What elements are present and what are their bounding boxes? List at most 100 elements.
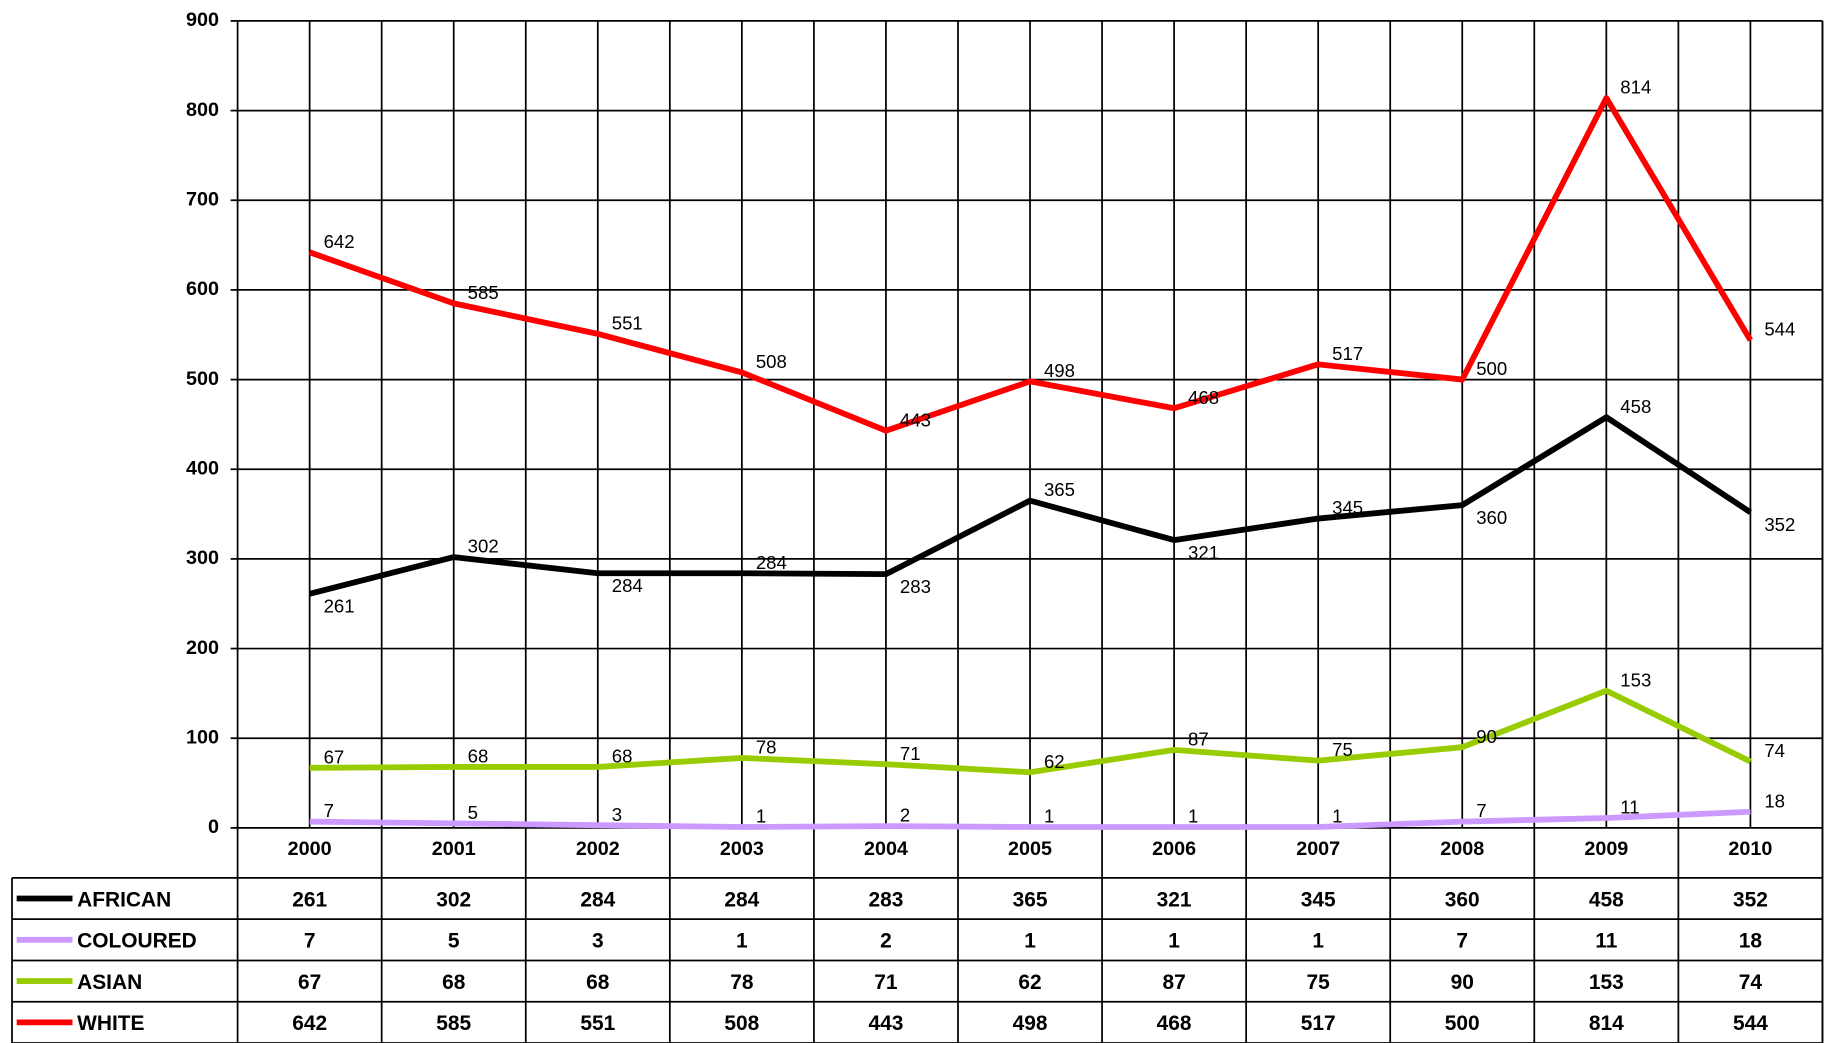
data-label: 68: [612, 746, 633, 767]
table-cell: 67: [298, 971, 321, 994]
table-cell: 360: [1445, 888, 1480, 911]
legend-label: COLOURED: [77, 930, 197, 953]
data-label: 1: [1188, 806, 1198, 827]
data-label: 302: [468, 536, 499, 557]
table-cell: 87: [1162, 971, 1185, 994]
x-tick-label: 2007: [1296, 838, 1340, 860]
data-label: 283: [900, 576, 931, 597]
table-cell: 261: [292, 888, 327, 911]
x-tick-label: 2003: [720, 838, 764, 860]
series-line: [308, 95, 1753, 434]
data-label: 62: [1044, 751, 1065, 772]
x-tick-label: 2001: [432, 838, 476, 860]
data-label: 11: [1620, 797, 1639, 818]
data-label: 284: [756, 552, 787, 573]
table-cell: 443: [868, 1012, 903, 1035]
data-label: 1: [756, 806, 766, 827]
table-cell: 642: [292, 1012, 327, 1035]
table-cell: 458: [1589, 888, 1624, 911]
x-tick-label: 2006: [1152, 838, 1196, 860]
data-label: 284: [612, 575, 643, 596]
x-tick-label: 2005: [1008, 838, 1052, 860]
data-label: 1: [1044, 806, 1054, 827]
table-cell: 345: [1301, 888, 1336, 911]
data-label: 321: [1188, 542, 1219, 563]
table-cell: 321: [1157, 888, 1192, 911]
data-label: 443: [900, 409, 931, 430]
table-cell: 153: [1589, 971, 1624, 994]
table-cell: 283: [868, 888, 903, 911]
data-label: 5: [468, 802, 478, 823]
data-label: 468: [1188, 387, 1219, 408]
table-cell: 585: [436, 1012, 471, 1035]
data-label: 1: [1332, 806, 1342, 827]
data-label: 3: [612, 804, 622, 825]
legend-label: WHITE: [77, 1012, 144, 1035]
data-label: 78: [756, 737, 777, 758]
table-cell: 352: [1733, 888, 1768, 911]
table-cell: 498: [1013, 1012, 1048, 1035]
data-label: 551: [612, 312, 643, 333]
y-tick-label: 600: [186, 278, 219, 300]
x-tick-label: 2008: [1440, 838, 1484, 860]
y-tick-label: 0: [208, 816, 219, 838]
data-label: 87: [1188, 728, 1209, 749]
data-label: 71: [900, 743, 921, 764]
table-cell: 7: [304, 930, 316, 953]
data-label: 7: [324, 800, 334, 821]
data-label: 500: [1476, 358, 1507, 379]
data-label: 365: [1044, 479, 1075, 500]
table-cell: 7: [1456, 930, 1468, 953]
x-tick-label: 2000: [288, 838, 332, 860]
table-cell: 68: [586, 971, 609, 994]
data-label: 68: [468, 746, 489, 767]
table-cell: 517: [1301, 1012, 1336, 1035]
y-tick-label: 100: [186, 726, 219, 748]
y-tick-label: 900: [186, 9, 219, 31]
data-label: 18: [1764, 790, 1785, 811]
x-tick-label: 2009: [1584, 838, 1628, 860]
table-cell: 5: [448, 930, 460, 953]
y-tick-label: 700: [186, 188, 219, 210]
table-cell: 544: [1733, 1012, 1768, 1035]
table-cell: 90: [1451, 971, 1474, 994]
data-label: 75: [1332, 739, 1353, 760]
data-label: 585: [468, 282, 499, 303]
legend-label: AFRICAN: [77, 888, 171, 911]
table-cell: 78: [730, 971, 753, 994]
table-cell: 1: [736, 930, 748, 953]
table-cell: 500: [1445, 1012, 1480, 1035]
series-line: [309, 808, 1751, 830]
data-label: 642: [324, 231, 355, 252]
y-tick-label: 500: [186, 368, 219, 390]
y-tick-label: 400: [186, 457, 219, 479]
data-label: 498: [1044, 360, 1075, 381]
table-cell: 2: [880, 930, 892, 953]
data-label: 352: [1764, 514, 1795, 535]
y-tick-label: 200: [186, 637, 219, 659]
data-label: 345: [1332, 497, 1363, 518]
table-cell: 508: [724, 1012, 759, 1035]
table-cell: 468: [1157, 1012, 1192, 1035]
x-tick-label: 2002: [576, 838, 620, 860]
table-cell: 284: [580, 888, 615, 911]
y-tick-label: 800: [186, 99, 219, 121]
table-cell: 302: [436, 888, 471, 911]
data-label: 458: [1620, 396, 1651, 417]
table-cell: 284: [724, 888, 759, 911]
legend-label: ASIAN: [77, 971, 142, 994]
data-label: 74: [1764, 740, 1785, 761]
x-tick-label: 2004: [864, 838, 908, 860]
data-label: 153: [1620, 669, 1651, 690]
data-label: 544: [1764, 319, 1795, 340]
table-cell: 74: [1739, 971, 1763, 994]
table-cell: 75: [1307, 971, 1331, 994]
table-cell: 1: [1024, 930, 1036, 953]
y-tick-label: 300: [186, 547, 219, 569]
table-cell: 18: [1739, 930, 1762, 953]
data-label: 508: [756, 351, 787, 372]
table-cell: 62: [1018, 971, 1041, 994]
table-cell: 1: [1312, 930, 1324, 953]
data-label: 517: [1332, 343, 1363, 364]
